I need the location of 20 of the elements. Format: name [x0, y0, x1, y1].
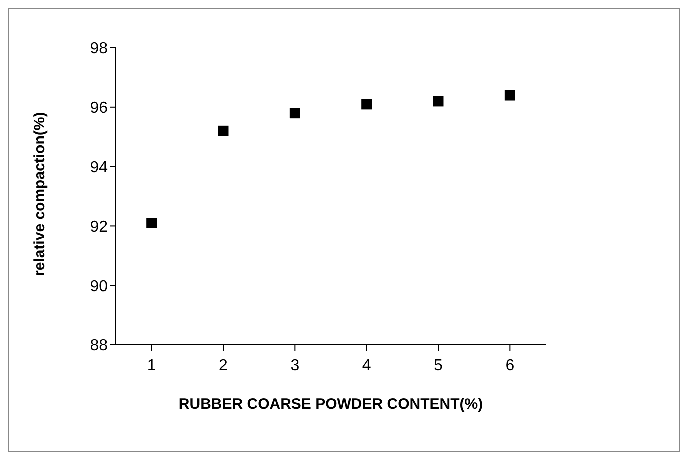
y-tick-label: 98 — [90, 40, 108, 58]
y-axis-title: relative compaction(%) — [31, 112, 48, 276]
y-tick-label: 96 — [90, 100, 108, 118]
point — [504, 90, 516, 101]
point — [218, 126, 229, 136]
y-tick-label: 92 — [90, 218, 108, 236]
y-tick-label: 90 — [90, 278, 108, 296]
x-tick-label: 3 — [290, 357, 300, 374]
x-tick-label: 6 — [506, 357, 515, 374]
point — [433, 96, 444, 107]
y-tick-label: 94 — [90, 159, 108, 176]
x-tick-label: 1 — [147, 357, 156, 374]
x-axis-title: RUBBER COARSE POWDER CONTENT(%) — [178, 396, 484, 413]
x-tick-label: 4 — [362, 357, 372, 374]
point — [146, 218, 158, 228]
x-tick-label: 5 — [434, 357, 444, 374]
point — [290, 108, 300, 119]
y-tick-label: 88 — [90, 338, 108, 355]
point — [362, 99, 372, 110]
x-tick-label: 2 — [219, 357, 228, 374]
